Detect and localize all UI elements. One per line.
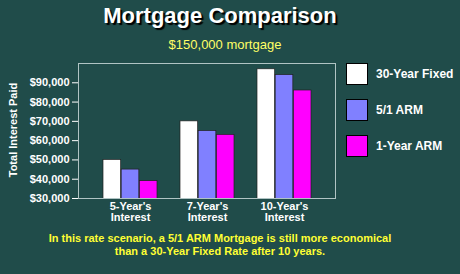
html-text:In this rate scenario, a 5/1 A: In this rate scenario, a 5/1 ARM Mortgag…	[48, 232, 392, 257]
svg-text:7-Year'sInterest: 7-Year'sInterest	[187, 200, 229, 223]
svg-text:$80,000: $80,000	[30, 96, 70, 108]
html-text:$150,000 mortgage: $150,000 mortgage	[168, 37, 282, 52]
html-text:30-Year Fixed: 30-Year Fixed	[376, 67, 454, 81]
svg-text:$50,000: $50,000	[30, 153, 70, 165]
svg-text:10-Year'sInterest: 10-Year'sInterest	[261, 200, 309, 223]
html-text:Total Interest Paid: Total Interest Paid	[7, 82, 19, 178]
svg-text:$60,000: $60,000	[30, 134, 70, 146]
html-text:Mortgage Comparison: Mortgage Comparison	[103, 3, 337, 28]
svg-text:$70,000: $70,000	[30, 115, 70, 127]
svg-text:$40,000: $40,000	[30, 173, 70, 185]
html-text:5/1 ARM: 5/1 ARM	[376, 103, 423, 117]
svg-text:$90,000: $90,000	[30, 76, 70, 88]
html-text:1-Year ARM: 1-Year ARM	[376, 139, 443, 153]
svg-text:$30,000: $30,000	[30, 192, 70, 204]
svg-text:5-Year'sInterest: 5-Year'sInterest	[110, 200, 152, 223]
